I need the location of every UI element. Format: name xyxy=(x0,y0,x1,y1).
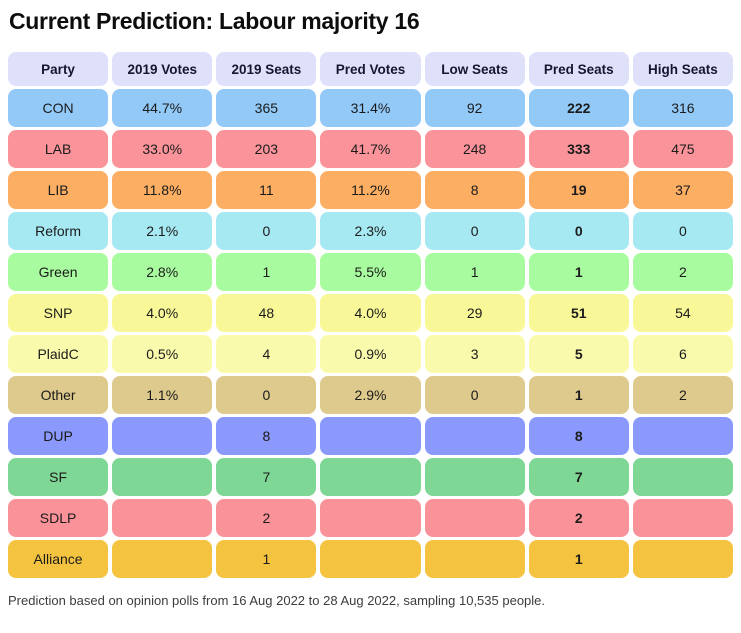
cell-high-seats xyxy=(632,499,733,537)
cell-pred-seats: 19 xyxy=(528,171,629,209)
cell-2019-seats: 8 xyxy=(216,417,317,455)
cell-2019-seats: 7 xyxy=(216,458,317,496)
cell-pred-votes xyxy=(320,458,421,496)
cell-2019-seats: 0 xyxy=(216,212,317,250)
party-cell: SF xyxy=(8,458,109,496)
cell-high-seats: 2 xyxy=(632,376,733,414)
party-cell: SNP xyxy=(8,294,109,332)
cell-pred-seats: 5 xyxy=(528,335,629,373)
cell-low-seats: 29 xyxy=(424,294,525,332)
header-cell-low-seats: Low Seats xyxy=(424,52,525,86)
cell-low-seats: 248 xyxy=(424,130,525,168)
cell-high-seats: 316 xyxy=(632,89,733,127)
header-cell-pred-votes: Pred Votes xyxy=(320,52,421,86)
cell-pred-seats: 2 xyxy=(528,499,629,537)
header-cell-2019-votes: 2019 Votes xyxy=(112,52,213,86)
cell-high-seats: 6 xyxy=(632,335,733,373)
cell-pred-seats: 8 xyxy=(528,417,629,455)
cell-low-seats: 0 xyxy=(424,212,525,250)
cell-pred-seats: 222 xyxy=(528,89,629,127)
cell-high-seats: 0 xyxy=(632,212,733,250)
cell-high-seats xyxy=(632,458,733,496)
prediction-table: Party 2019 Votes 2019 Seats Pred Votes L… xyxy=(8,52,733,578)
cell-2019-seats: 1 xyxy=(216,540,317,578)
cell-pred-seats: 1 xyxy=(528,540,629,578)
cell-2019-votes: 2.1% xyxy=(112,212,213,250)
cell-low-seats xyxy=(424,417,525,455)
cell-pred-votes xyxy=(320,540,421,578)
cell-pred-seats: 1 xyxy=(528,376,629,414)
cell-pred-votes: 2.9% xyxy=(320,376,421,414)
party-cell: Reform xyxy=(8,212,109,250)
header-cell-high-seats: High Seats xyxy=(632,52,733,86)
cell-2019-seats: 365 xyxy=(216,89,317,127)
cell-2019-seats: 4 xyxy=(216,335,317,373)
party-cell: LAB xyxy=(8,130,109,168)
cell-2019-seats: 0 xyxy=(216,376,317,414)
prediction-footnote: Prediction based on opinion polls from 1… xyxy=(8,593,546,608)
cell-high-seats: 37 xyxy=(632,171,733,209)
cell-high-seats: 2 xyxy=(632,253,733,291)
cell-low-seats: 8 xyxy=(424,171,525,209)
cell-high-seats xyxy=(632,540,733,578)
cell-high-seats: 54 xyxy=(632,294,733,332)
cell-2019-seats: 2 xyxy=(216,499,317,537)
cell-pred-votes xyxy=(320,417,421,455)
cell-pred-seats: 1 xyxy=(528,253,629,291)
cell-pred-votes: 5.5% xyxy=(320,253,421,291)
cell-2019-votes xyxy=(112,499,213,537)
party-cell: Other xyxy=(8,376,109,414)
cell-low-seats: 92 xyxy=(424,89,525,127)
cell-low-seats xyxy=(424,499,525,537)
cell-pred-seats: 0 xyxy=(528,212,629,250)
cell-low-seats: 1 xyxy=(424,253,525,291)
cell-pred-seats: 7 xyxy=(528,458,629,496)
cell-2019-votes: 0.5% xyxy=(112,335,213,373)
cell-2019-votes xyxy=(112,458,213,496)
party-cell: SDLP xyxy=(8,499,109,537)
cell-2019-seats: 1 xyxy=(216,253,317,291)
cell-2019-votes: 44.7% xyxy=(112,89,213,127)
cell-2019-votes: 11.8% xyxy=(112,171,213,209)
cell-2019-votes: 4.0% xyxy=(112,294,213,332)
cell-2019-votes xyxy=(112,417,213,455)
party-cell: PlaidC xyxy=(8,335,109,373)
cell-2019-votes xyxy=(112,540,213,578)
cell-2019-seats: 48 xyxy=(216,294,317,332)
cell-pred-votes: 4.0% xyxy=(320,294,421,332)
cell-pred-votes: 11.2% xyxy=(320,171,421,209)
cell-high-seats: 475 xyxy=(632,130,733,168)
cell-pred-seats: 333 xyxy=(528,130,629,168)
header-cell-party: Party xyxy=(8,52,109,86)
party-cell: CON xyxy=(8,89,109,127)
header-cell-2019-seats: 2019 Seats xyxy=(216,52,317,86)
cell-2019-votes: 2.8% xyxy=(112,253,213,291)
cell-pred-votes: 31.4% xyxy=(320,89,421,127)
cell-2019-seats: 203 xyxy=(216,130,317,168)
cell-high-seats xyxy=(632,417,733,455)
party-cell: DUP xyxy=(8,417,109,455)
cell-2019-votes: 33.0% xyxy=(112,130,213,168)
page-title: Current Prediction: Labour majority 16 xyxy=(9,8,420,34)
cell-pred-votes: 41.7% xyxy=(320,130,421,168)
cell-pred-votes: 0.9% xyxy=(320,335,421,373)
cell-low-seats xyxy=(424,540,525,578)
header-cell-pred-seats: Pred Seats xyxy=(528,52,629,86)
cell-low-seats: 0 xyxy=(424,376,525,414)
cell-2019-votes: 1.1% xyxy=(112,376,213,414)
cell-low-seats xyxy=(424,458,525,496)
cell-pred-votes xyxy=(320,499,421,537)
party-cell: LIB xyxy=(8,171,109,209)
cell-pred-seats: 51 xyxy=(528,294,629,332)
party-cell: Alliance xyxy=(8,540,109,578)
cell-pred-votes: 2.3% xyxy=(320,212,421,250)
party-cell: Green xyxy=(8,253,109,291)
cell-2019-seats: 11 xyxy=(216,171,317,209)
cell-low-seats: 3 xyxy=(424,335,525,373)
